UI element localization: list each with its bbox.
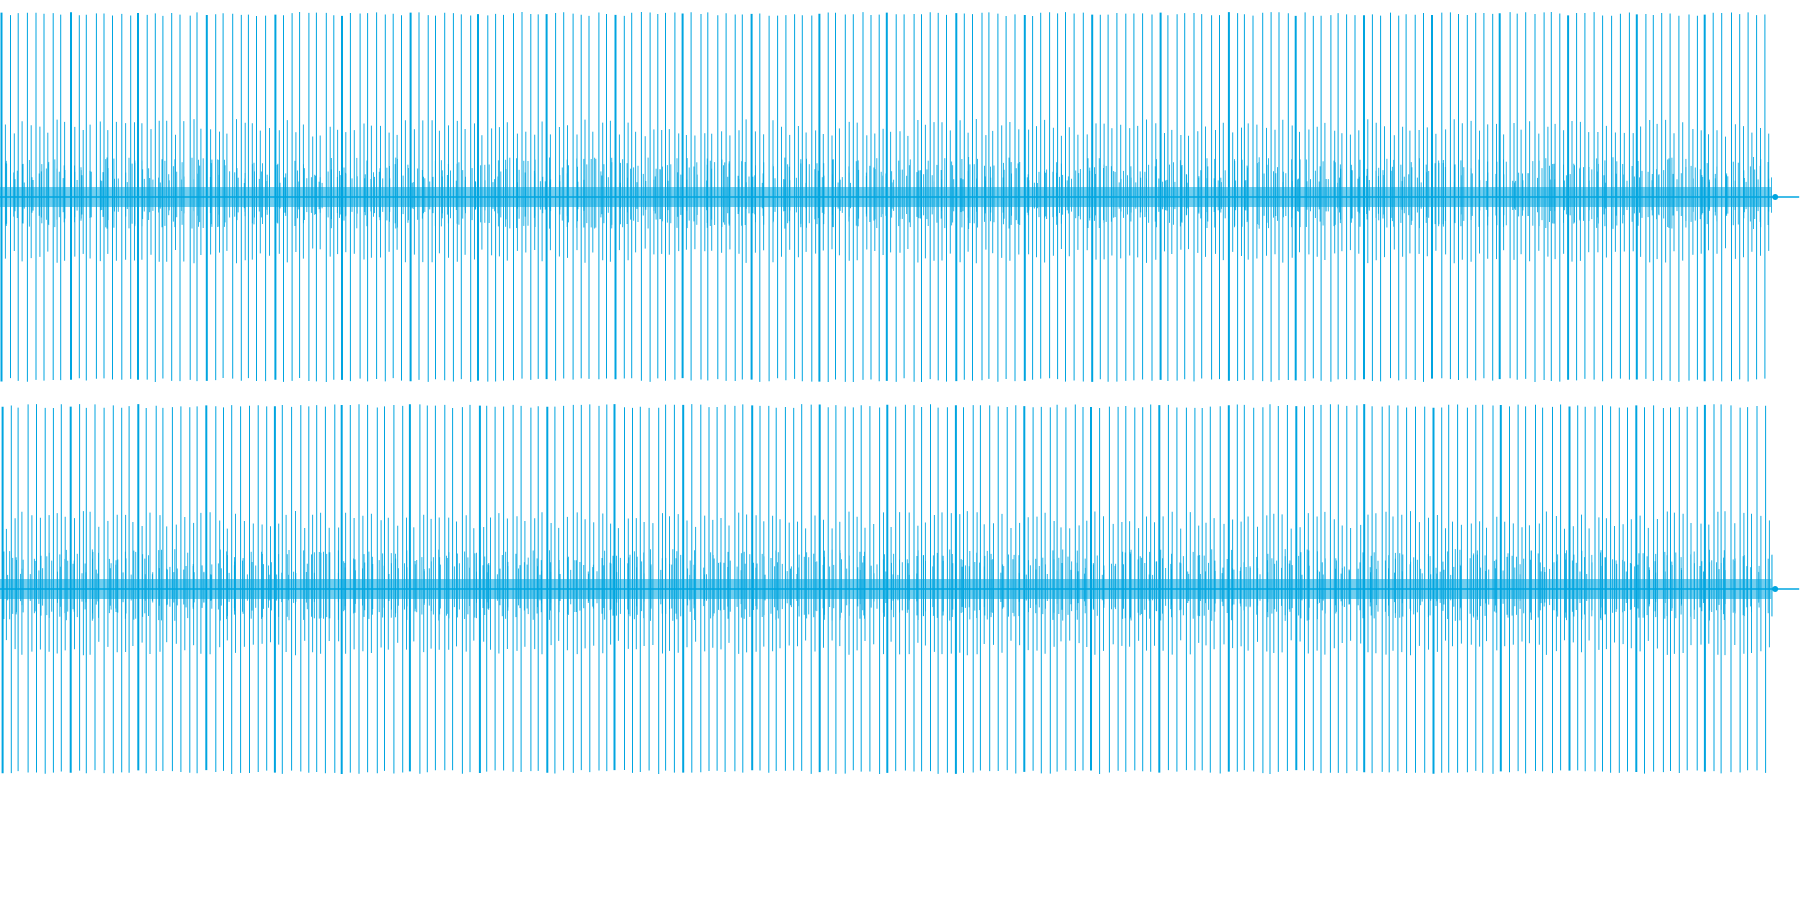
channel-left [0, 12, 1800, 382]
channel-right [0, 404, 1800, 774]
waveform-end-marker [1772, 586, 1779, 592]
waveform-end-marker [1772, 194, 1779, 200]
